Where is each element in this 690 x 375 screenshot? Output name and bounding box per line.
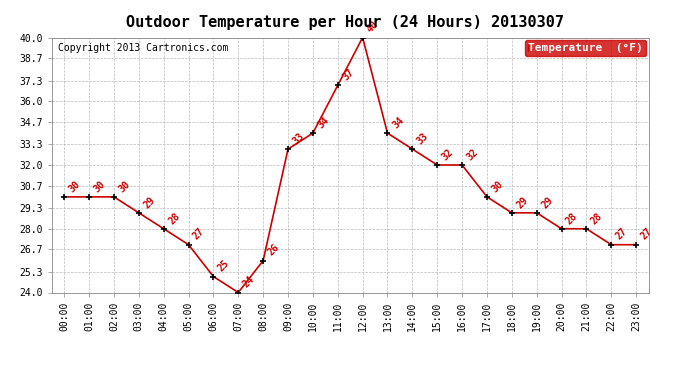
Text: 28: 28: [564, 211, 580, 226]
Text: 34: 34: [315, 115, 331, 130]
Legend: Temperature  (°F): Temperature (°F): [525, 40, 647, 56]
Text: 27: 27: [639, 226, 654, 242]
Text: 29: 29: [515, 195, 530, 210]
Text: 27: 27: [191, 226, 207, 242]
Text: 30: 30: [92, 179, 107, 194]
Text: 29: 29: [540, 195, 555, 210]
Text: 33: 33: [415, 131, 431, 146]
Text: 27: 27: [614, 226, 629, 242]
Text: 24: 24: [241, 274, 257, 290]
Text: 32: 32: [440, 147, 455, 162]
Text: 30: 30: [67, 179, 82, 194]
Text: Outdoor Temperature per Hour (24 Hours) 20130307: Outdoor Temperature per Hour (24 Hours) …: [126, 15, 564, 30]
Text: 25: 25: [216, 258, 232, 274]
Text: 37: 37: [341, 67, 356, 82]
Text: 30: 30: [490, 179, 505, 194]
Text: 32: 32: [465, 147, 480, 162]
Text: 40: 40: [366, 20, 381, 35]
Text: Copyright 2013 Cartronics.com: Copyright 2013 Cartronics.com: [58, 43, 228, 52]
Text: 33: 33: [290, 131, 306, 146]
Text: 28: 28: [589, 211, 604, 226]
Text: 30: 30: [117, 179, 132, 194]
Text: 28: 28: [166, 211, 182, 226]
Text: 29: 29: [141, 195, 157, 210]
Text: 34: 34: [391, 115, 406, 130]
Text: 26: 26: [266, 243, 282, 258]
